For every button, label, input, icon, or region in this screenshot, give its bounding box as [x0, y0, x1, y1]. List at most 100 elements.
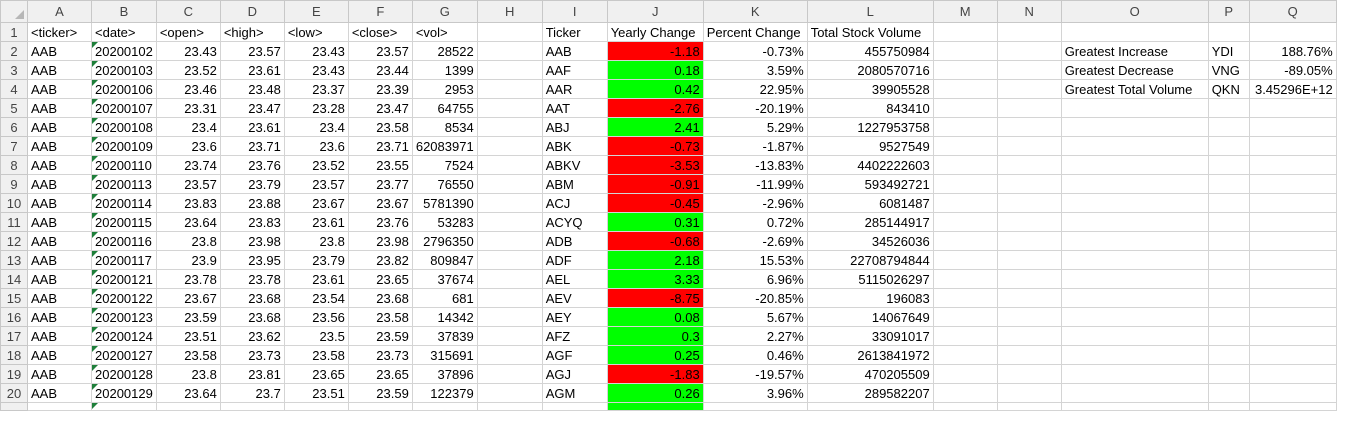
date-cell[interactable]: 20200107	[91, 98, 157, 118]
percent-change-cell[interactable]: 22.95%	[702, 79, 808, 99]
cell-m[interactable]	[932, 250, 998, 270]
value-cell[interactable]: 23.43	[283, 60, 349, 80]
yearly-change-cell[interactable]: -1.18	[606, 41, 704, 61]
column-header-p[interactable]: P	[1207, 0, 1250, 23]
ticker-cell[interactable]: AAB	[27, 307, 92, 327]
value-cell[interactable]: 23.57	[155, 174, 221, 194]
value-cell[interactable]: 809847	[411, 250, 478, 270]
ticker-cell[interactable]: AAB	[27, 98, 92, 118]
value-cell[interactable]: 23.65	[283, 364, 349, 384]
value-cell[interactable]: 23.8	[155, 231, 221, 251]
cell-p[interactable]	[1207, 402, 1250, 411]
row-header[interactable]: 4	[0, 79, 28, 99]
value-cell[interactable]: 23.58	[347, 117, 413, 137]
ticker-cell[interactable]: AAB	[27, 212, 92, 232]
cell-n[interactable]	[996, 288, 1062, 308]
cell-n[interactable]	[996, 79, 1062, 99]
cell-h[interactable]	[476, 174, 543, 194]
value-cell[interactable]: 23.98	[347, 231, 413, 251]
cell-q[interactable]	[1248, 326, 1337, 346]
ticker-cell[interactable]: AAB	[27, 117, 92, 137]
value-cell[interactable]: 23.81	[219, 364, 285, 384]
value-cell[interactable]: 23.78	[219, 269, 285, 289]
value-cell[interactable]: 23.65	[347, 269, 413, 289]
summary-ticker-cell[interactable]: AEY	[541, 307, 608, 327]
total-volume-cell[interactable]: 196083	[806, 288, 934, 308]
row-header[interactable]: 5	[0, 98, 28, 118]
value-cell[interactable]: 23.67	[283, 193, 349, 213]
percent-change-cell[interactable]: -1.87%	[702, 136, 808, 156]
percent-change-cell[interactable]: 6.96%	[702, 269, 808, 289]
value-cell[interactable]: 23.31	[155, 98, 221, 118]
value-cell[interactable]: 23.88	[219, 193, 285, 213]
total-volume-cell[interactable]: 5115026297	[806, 269, 934, 289]
row-header[interactable]: 20	[0, 383, 28, 403]
cell-o[interactable]	[1060, 155, 1209, 175]
cell-h[interactable]	[476, 193, 543, 213]
ticker-cell[interactable]: AAB	[27, 345, 92, 365]
total-volume-cell[interactable]: 1227953758	[806, 117, 934, 137]
cell-h[interactable]	[476, 288, 543, 308]
row-header[interactable]	[0, 402, 28, 411]
cell-m[interactable]	[932, 364, 998, 384]
value-cell[interactable]: 23.61	[219, 60, 285, 80]
value-cell[interactable]: 37896	[411, 364, 478, 384]
row-header[interactable]: 2	[0, 41, 28, 61]
cell-n[interactable]	[996, 117, 1062, 137]
date-cell[interactable]: 20200113	[91, 174, 157, 194]
cell-p[interactable]	[1207, 250, 1250, 270]
value-cell[interactable]: 23.73	[219, 345, 285, 365]
cell-o[interactable]	[1060, 117, 1209, 137]
greatest-ticker-cell[interactable]: YDI	[1207, 41, 1250, 61]
cell-m[interactable]	[932, 136, 998, 156]
value-cell[interactable]: 2796350	[411, 231, 478, 251]
cell-p[interactable]	[1207, 193, 1250, 213]
cell-b[interactable]	[91, 402, 157, 411]
cell-l[interactable]	[806, 402, 934, 411]
raw-header-cell[interactable]: <vol>	[411, 22, 478, 42]
summary-header-cell[interactable]: Total Stock Volume	[806, 22, 934, 42]
value-cell[interactable]: 23.68	[219, 288, 285, 308]
yearly-change-cell[interactable]: 0.42	[606, 79, 704, 99]
value-cell[interactable]: 23.59	[155, 307, 221, 327]
value-cell[interactable]: 23.78	[155, 269, 221, 289]
summary-header-cell[interactable]: Ticker	[541, 22, 608, 42]
cell-m[interactable]	[932, 98, 998, 118]
row-header[interactable]: 13	[0, 250, 28, 270]
cell-o[interactable]	[1060, 345, 1209, 365]
value-cell[interactable]: 23.76	[347, 212, 413, 232]
column-header-n[interactable]: N	[996, 0, 1062, 23]
greatest-ticker-cell[interactable]: QKN	[1207, 79, 1250, 99]
cell-n[interactable]	[996, 174, 1062, 194]
column-header-e[interactable]: E	[283, 0, 349, 23]
percent-change-cell[interactable]: 0.46%	[702, 345, 808, 365]
cell-e[interactable]	[283, 402, 349, 411]
ticker-cell[interactable]: AAB	[27, 193, 92, 213]
summary-header-cell[interactable]: Percent Change	[702, 22, 808, 42]
date-cell[interactable]: 20200127	[91, 345, 157, 365]
value-cell[interactable]: 23.6	[283, 136, 349, 156]
cell-o[interactable]	[1060, 136, 1209, 156]
cell-m[interactable]	[932, 383, 998, 403]
value-cell[interactable]: 23.9	[155, 250, 221, 270]
raw-header-cell[interactable]: <date>	[91, 22, 157, 42]
yearly-change-cell[interactable]: 0.26	[606, 383, 704, 403]
summary-ticker-cell[interactable]: ADB	[541, 231, 608, 251]
yearly-change-cell[interactable]: -2.76	[606, 98, 704, 118]
value-cell[interactable]: 23.48	[219, 79, 285, 99]
total-volume-cell[interactable]: 843410	[806, 98, 934, 118]
ticker-cell[interactable]: AAB	[27, 231, 92, 251]
row-header[interactable]: 1	[0, 22, 28, 42]
cell-h[interactable]	[476, 136, 543, 156]
cell-m[interactable]	[932, 402, 998, 411]
value-cell[interactable]: 23.65	[347, 364, 413, 384]
cell-p[interactable]	[1207, 269, 1250, 289]
cell-n[interactable]	[996, 345, 1062, 365]
raw-header-cell[interactable]: <close>	[347, 22, 413, 42]
value-cell[interactable]: 23.28	[283, 98, 349, 118]
column-header-b[interactable]: B	[91, 0, 157, 23]
cell-m[interactable]	[932, 326, 998, 346]
cell-n[interactable]	[996, 383, 1062, 403]
total-volume-cell[interactable]: 33091017	[806, 326, 934, 346]
cell-h[interactable]	[476, 269, 543, 289]
